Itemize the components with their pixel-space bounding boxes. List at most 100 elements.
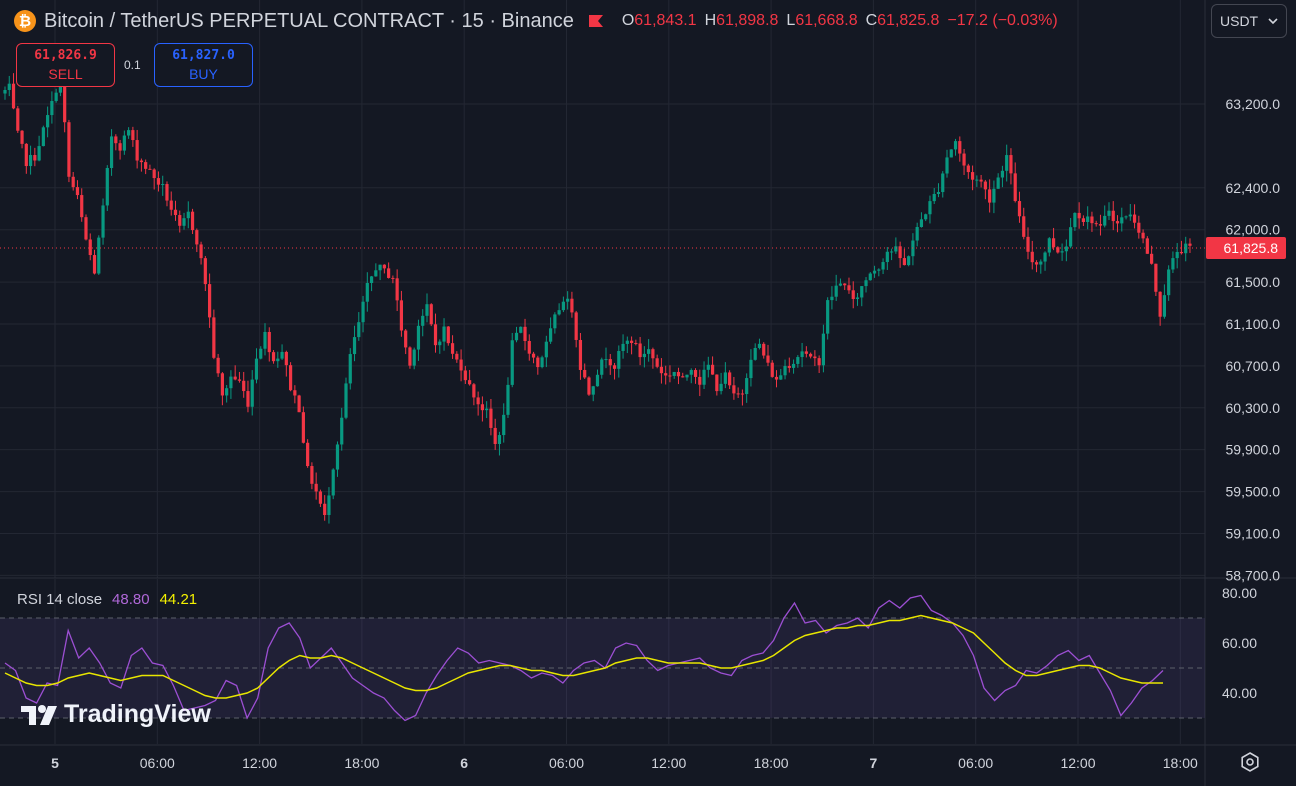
candle-body [233, 376, 237, 380]
candle-body [1026, 236, 1030, 252]
candle-body [915, 227, 919, 241]
candle-body [242, 380, 246, 392]
rsi-ma-line [4, 614, 1163, 699]
ohlc-open-key: O [621, 12, 635, 29]
price-axis[interactable]: 63,200.0 62,400.0 62,000.0 61,500.0 61,100.0… [1206, 96, 1286, 583]
candle-body [749, 359, 753, 379]
bitcoin-icon: ₿ [14, 10, 36, 32]
gear-icon[interactable] [1239, 751, 1261, 773]
currency-select[interactable]: USDT [1211, 4, 1287, 38]
candle-body [514, 332, 519, 341]
candle-body [561, 301, 565, 311]
candle-body [323, 503, 327, 515]
buy-button[interactable]: 61,827.0 BUY [154, 43, 253, 87]
candle-body [314, 483, 318, 492]
candle-body [335, 444, 340, 470]
candle-body [250, 379, 254, 407]
ohlc-low-value: 61,668.8 [795, 12, 858, 29]
time-tick-label: 7 [870, 755, 878, 771]
candle-body [642, 353, 646, 358]
time-tick-label: 5 [51, 755, 59, 771]
candle-body [352, 337, 357, 355]
candle-body [625, 340, 629, 344]
candle-body [574, 312, 578, 340]
tradingview-logo[interactable]: TradingView [20, 700, 211, 729]
symbol-title[interactable]: Bitcoin / TetherUS PERPETUAL CONTRACT · … [44, 9, 574, 32]
candle-body [762, 343, 766, 356]
tradingview-logo-icon [21, 704, 57, 725]
tradingview-logo-text: TradingView [64, 700, 211, 728]
candle-body [105, 168, 109, 206]
candle-body [962, 153, 966, 166]
sell-price: 61,826.9 [34, 48, 97, 63]
candle-body [472, 384, 476, 398]
candle-body [817, 358, 821, 366]
candle-body [796, 357, 800, 364]
candle-body [306, 442, 310, 467]
candle-body [109, 136, 114, 169]
candle-body [331, 469, 335, 496]
candle-body [433, 324, 438, 346]
candle-body [33, 154, 37, 161]
order-quantity[interactable]: 0.1 [124, 58, 141, 72]
candle-body [855, 297, 860, 299]
time-tick-label: 12:00 [242, 755, 277, 771]
candle-body [391, 277, 395, 279]
candle-body [983, 181, 987, 190]
candle-body [783, 366, 787, 376]
candles[interactable] [3, 66, 1192, 524]
candle-body [421, 315, 425, 326]
candle-body [28, 154, 33, 167]
candle-body [992, 188, 996, 203]
candle-body [924, 214, 928, 220]
candle-body [838, 283, 843, 286]
candle-body [284, 351, 288, 366]
candle-body [1098, 224, 1103, 226]
rsi-axis[interactable]: 80.00 60.00 40.00 [1222, 585, 1257, 701]
candle-body [932, 193, 936, 202]
candle-body [46, 115, 50, 128]
symbol-header: ₿ Bitcoin / TetherUS PERPETUAL CONTRACT … [14, 8, 1058, 34]
rsi-lines[interactable] [4, 594, 1164, 722]
current-price-label: 61,825.8 [1224, 240, 1279, 256]
candle-body [715, 374, 719, 392]
candle-body [506, 384, 510, 415]
candle-body [459, 359, 463, 371]
candle-body [685, 374, 689, 378]
candle-body [357, 322, 361, 338]
candle-body [412, 349, 416, 366]
rsi-legend[interactable]: RSI 14 close 48.80 44.21 [17, 591, 197, 608]
flag-icon[interactable] [588, 14, 604, 28]
candle-body [604, 359, 608, 361]
candle-body [1047, 238, 1051, 253]
candle-body [566, 298, 570, 302]
sell-button[interactable]: 61,826.9 SELL [16, 43, 115, 87]
candle-body [1009, 155, 1013, 174]
candle-body [659, 366, 664, 374]
price-tick-label: 60,300.0 [1226, 400, 1281, 416]
candle-body [1162, 295, 1166, 317]
buy-price: 61,827.0 [172, 48, 235, 63]
time-tick-label: 06:00 [140, 755, 175, 771]
rsi-value: 48.80 [112, 591, 150, 608]
candle-body [144, 162, 148, 169]
candle-body [178, 215, 182, 226]
candle-body [843, 283, 847, 286]
price-tick-label: 61,100.0 [1226, 316, 1281, 332]
candle-body [519, 326, 523, 333]
candle-body [872, 270, 877, 274]
candle-body [1017, 201, 1022, 217]
candle-body [361, 301, 365, 323]
candle-body [1022, 216, 1026, 237]
candle-body [92, 255, 97, 274]
candle-body [216, 357, 220, 374]
time-axis[interactable]: 5 06:00 12:00 18:00 6 06:00 12:00 18:00 7 06:00 12… [51, 755, 1198, 771]
candle-body [753, 347, 757, 360]
candle-body [148, 168, 152, 170]
candle-body [885, 251, 889, 263]
candle-body [634, 343, 638, 345]
candle-body [135, 140, 139, 161]
candle-body [655, 358, 659, 367]
candle-body [740, 393, 745, 395]
